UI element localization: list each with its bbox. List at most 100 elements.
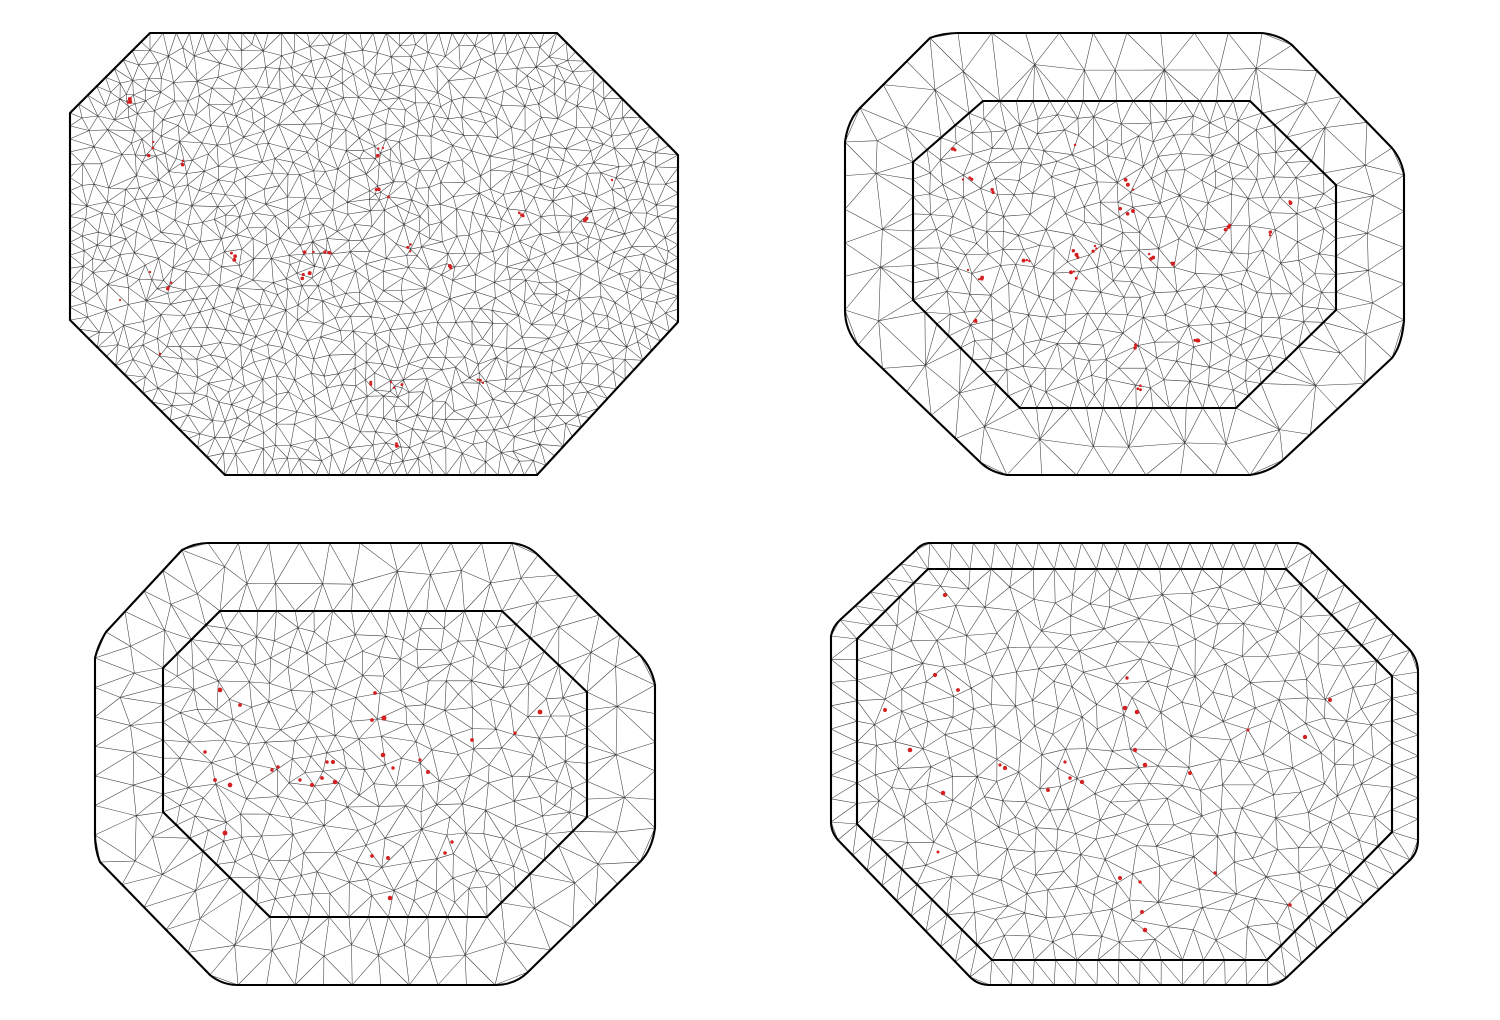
mesh-panel-medium: [93, 541, 657, 987]
observation-point: [1139, 388, 1143, 392]
observation-point: [1288, 200, 1293, 205]
observation-point: [1170, 261, 1174, 265]
observation-point: [152, 140, 155, 144]
observation-point: [966, 268, 970, 272]
observation-point: [391, 766, 395, 770]
observation-point: [1002, 765, 1008, 771]
observation-point: [942, 592, 948, 598]
observation-point: [1125, 182, 1130, 187]
triangulation-edges: [830, 542, 1419, 986]
observation-point: [332, 779, 338, 785]
observation-point: [381, 715, 387, 721]
observation-point: [1028, 259, 1031, 263]
observation-point: [1074, 276, 1078, 280]
observation-point: [374, 188, 378, 192]
observation-point: [1327, 697, 1333, 703]
observation-point: [276, 765, 280, 769]
observation-point: [1021, 258, 1026, 263]
observation-point: [950, 147, 955, 151]
observation-point: [956, 688, 960, 692]
observation-point: [301, 273, 305, 277]
observation-point: [118, 298, 122, 302]
observation-point: [1268, 234, 1272, 237]
observation-point: [425, 769, 431, 775]
observation-point: [1131, 188, 1135, 191]
observation-point: [513, 731, 517, 735]
observation-point: [1118, 876, 1122, 880]
inner-boundary: [911, 99, 1338, 410]
observation-point: [389, 381, 393, 384]
observation-point: [400, 383, 404, 387]
observation-point: [369, 383, 372, 386]
observation-point: [330, 759, 336, 765]
observation-point: [1140, 910, 1144, 914]
observation-point: [298, 778, 302, 782]
observation-point: [1223, 227, 1228, 232]
observation-point: [307, 271, 312, 276]
observation-point: [1025, 258, 1029, 262]
observation-point: [932, 672, 938, 678]
observation-point: [980, 275, 985, 280]
observation-point: [238, 703, 242, 707]
observation-point: [376, 187, 381, 192]
observation-point: [1138, 880, 1142, 884]
observation-point: [990, 188, 994, 192]
observation-point: [1079, 779, 1085, 785]
observation-point: [1268, 230, 1273, 234]
observation-point: [325, 760, 329, 764]
observation-point: [1288, 903, 1292, 907]
observation-point: [1071, 249, 1076, 253]
observation-point: [1228, 223, 1232, 227]
observation-point: [1130, 209, 1135, 214]
observation-point: [443, 851, 447, 855]
observation-point: [1123, 177, 1128, 182]
observation-point: [1134, 709, 1140, 715]
observation-point: [303, 250, 307, 254]
observation-point: [386, 195, 390, 199]
observation-point: [1142, 927, 1148, 933]
observation-point: [409, 243, 412, 246]
observation-point: [1193, 338, 1197, 342]
observation-point: [323, 250, 327, 254]
observation-point: [537, 709, 543, 715]
mesh-panel-narrow-extension: [829, 541, 1420, 987]
observation-point: [1125, 211, 1130, 216]
observation-point: [517, 211, 521, 215]
observation-point: [1076, 255, 1080, 259]
mesh-edge-path: [830, 542, 1419, 986]
observation-points: [118, 97, 614, 448]
observation-point: [127, 97, 132, 102]
observation-point: [970, 177, 974, 181]
observation-point: [148, 270, 152, 274]
observation-point: [375, 153, 380, 158]
observation-point: [230, 251, 233, 255]
observation-point: [217, 687, 223, 693]
observation-point: [977, 278, 981, 281]
observation-point: [270, 768, 274, 772]
observation-point: [481, 381, 485, 384]
observation-point: [300, 276, 305, 281]
observation-point: [1072, 270, 1075, 273]
observation-point: [328, 251, 332, 255]
observation-point: [222, 830, 228, 836]
observation-point: [1118, 206, 1122, 211]
observation-point: [907, 747, 913, 753]
observation-point: [126, 100, 130, 104]
observation-point: [450, 840, 454, 844]
observation-point: [1136, 387, 1140, 391]
observation-point: [520, 213, 524, 217]
observation-point: [940, 790, 946, 796]
observation-point: [387, 895, 393, 901]
observation-point: [1139, 384, 1142, 388]
observation-point: [479, 378, 482, 382]
observation-point: [392, 386, 396, 389]
observation-point: [395, 442, 398, 446]
observation-point: [320, 776, 324, 780]
inner-boundary: [855, 567, 1394, 962]
observation-point: [1134, 343, 1138, 347]
observation-point: [1122, 705, 1128, 711]
observation-point: [1073, 143, 1077, 147]
observation-points: [950, 143, 1293, 392]
